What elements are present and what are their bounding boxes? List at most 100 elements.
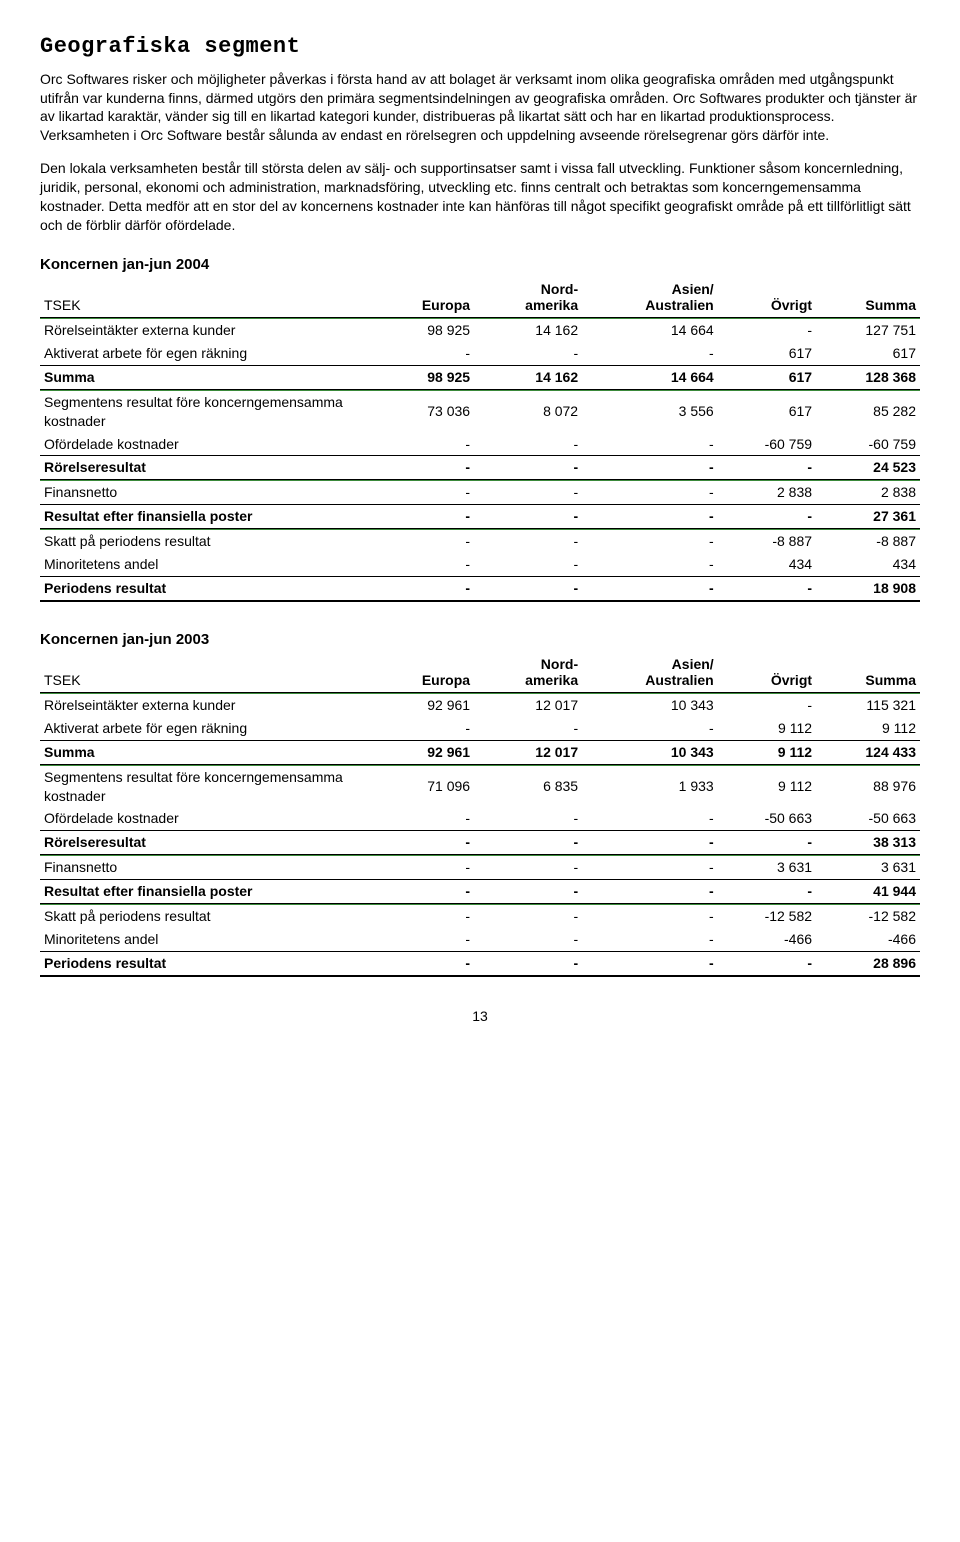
row-value: 14 664 [582, 319, 718, 342]
row-value: - [374, 856, 474, 880]
row-value: - [582, 576, 718, 600]
row-value: - [582, 856, 718, 880]
row-value: - [374, 553, 474, 576]
col-ovrigt: Övrigt [718, 279, 816, 317]
segment-table: TSEKEuropaNord-amerikaAsien/AustralienÖv… [40, 654, 920, 977]
row-value: - [582, 553, 718, 576]
row-value: 1 933 [582, 765, 718, 807]
row-value: -466 [816, 928, 920, 951]
row-value: -50 663 [718, 807, 816, 830]
row-value: - [474, 928, 582, 951]
row-value: - [374, 904, 474, 927]
table-row: Finansnetto---3 6313 631 [40, 856, 920, 880]
table-row: Aktiverat arbete för egen räkning---9 11… [40, 717, 920, 740]
table-row: Rörelseresultat----24 523 [40, 456, 920, 480]
col-nordamerika: Nord-amerika [474, 654, 582, 692]
row-value: -12 582 [816, 904, 920, 927]
row-label: Rörelseintäkter externa kunder [40, 319, 374, 342]
row-value: - [582, 831, 718, 855]
row-value: - [582, 717, 718, 740]
row-label: Aktiverat arbete för egen räkning [40, 717, 374, 740]
row-value: 12 017 [474, 693, 582, 716]
page-title: Geografiska segment [40, 32, 920, 62]
table-row: Resultat efter finansiella poster----41 … [40, 880, 920, 904]
row-value: 3 631 [718, 856, 816, 880]
row-value: 9 112 [816, 717, 920, 740]
row-value: - [474, 505, 582, 529]
row-value: - [718, 456, 816, 480]
row-value: - [474, 576, 582, 600]
row-label: Segmentens resultat före koncerngemensam… [40, 765, 374, 807]
row-value: - [718, 693, 816, 716]
table-row: Rörelseintäkter externa kunder92 96112 0… [40, 693, 920, 716]
row-value: - [474, 904, 582, 927]
row-value: - [474, 831, 582, 855]
row-value: - [718, 951, 816, 975]
row-value: - [374, 951, 474, 975]
page-number: 13 [40, 1007, 920, 1026]
row-value: 92 961 [374, 693, 474, 716]
row-label: Ofördelade kostnader [40, 807, 374, 830]
col-europa: Europa [374, 654, 474, 692]
table-caption: Koncernen jan-jun 2004 [40, 255, 920, 275]
row-value: - [474, 807, 582, 830]
row-value: -60 759 [816, 433, 920, 456]
row-value: - [582, 904, 718, 927]
row-value: 2 838 [718, 481, 816, 505]
row-value: - [582, 342, 718, 365]
row-value: - [374, 481, 474, 505]
col-nordamerika: Nord-amerika [474, 279, 582, 317]
row-value: - [718, 831, 816, 855]
row-label: Skatt på periodens resultat [40, 530, 374, 553]
row-value: - [582, 928, 718, 951]
table-row: Skatt på periodens resultat----8 887-8 8… [40, 530, 920, 553]
table-row: Periodens resultat----28 896 [40, 951, 920, 975]
row-label: Summa [40, 365, 374, 389]
row-value: 14 162 [474, 319, 582, 342]
row-value: - [582, 951, 718, 975]
row-value: 127 751 [816, 319, 920, 342]
row-value: 12 017 [474, 740, 582, 764]
table-caption: Koncernen jan-jun 2003 [40, 630, 920, 650]
row-value: - [474, 856, 582, 880]
row-value: - [582, 880, 718, 904]
row-value: - [474, 433, 582, 456]
row-value: 24 523 [816, 456, 920, 480]
row-value: 88 976 [816, 765, 920, 807]
row-value: 617 [718, 365, 816, 389]
row-value: -466 [718, 928, 816, 951]
row-value: - [582, 433, 718, 456]
row-value: - [374, 880, 474, 904]
row-label: Aktiverat arbete för egen räkning [40, 342, 374, 365]
row-value: - [474, 456, 582, 480]
row-value: 85 282 [816, 390, 920, 432]
row-value: -60 759 [718, 433, 816, 456]
row-value: - [718, 880, 816, 904]
col-unit: TSEK [40, 654, 374, 692]
row-value: 41 944 [816, 880, 920, 904]
row-label: Ofördelade kostnader [40, 433, 374, 456]
row-value: 617 [718, 390, 816, 432]
row-value: - [374, 576, 474, 600]
row-label: Minoritetens andel [40, 928, 374, 951]
row-label: Resultat efter finansiella poster [40, 880, 374, 904]
col-ovrigt: Övrigt [718, 654, 816, 692]
row-value: 434 [816, 553, 920, 576]
row-value: -50 663 [816, 807, 920, 830]
row-value: 14 664 [582, 365, 718, 389]
table-row: Ofördelade kostnader----60 759-60 759 [40, 433, 920, 456]
row-value: 434 [718, 553, 816, 576]
row-value: - [718, 576, 816, 600]
row-value: - [374, 831, 474, 855]
row-value: 9 112 [718, 740, 816, 764]
row-value: 98 925 [374, 365, 474, 389]
row-value: - [582, 456, 718, 480]
row-value: - [582, 505, 718, 529]
row-value: - [474, 951, 582, 975]
row-value: -8 887 [816, 530, 920, 553]
col-summa: Summa [816, 279, 920, 317]
row-value: 14 162 [474, 365, 582, 389]
row-label: Segmentens resultat före koncerngemensam… [40, 390, 374, 432]
table-row: Rörelseresultat----38 313 [40, 831, 920, 855]
row-value: 73 036 [374, 390, 474, 432]
